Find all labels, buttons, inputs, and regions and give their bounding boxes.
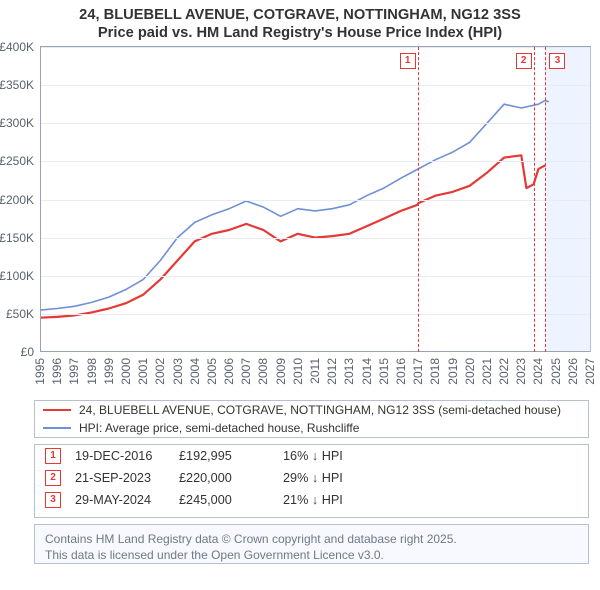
attribution-line-1: Contains HM Land Registry data © Crown c…	[45, 531, 578, 547]
transaction-price: £220,000	[179, 471, 269, 485]
x-tick-label: 2022	[497, 358, 511, 385]
x-tick-label: 2016	[394, 358, 408, 385]
legend-label: HPI: Average price, semi-detached house,…	[79, 421, 359, 435]
transaction-row: 3 29-MAY-2024 £245,000 21% ↓ HPI	[35, 489, 588, 511]
x-tick-label: 2023	[514, 358, 528, 385]
transaction-delta: 21% ↓ HPI	[283, 493, 373, 507]
transactions-table: 1 19-DEC-2016 £192,995 16% ↓ HPI 2 21-SEP-202…	[34, 444, 589, 518]
y-tick-label: £0	[21, 345, 34, 359]
x-tick-label: 2004	[188, 358, 202, 385]
x-tick-label: 2019	[446, 358, 460, 385]
gridline	[40, 47, 590, 48]
transaction-marker-line	[418, 47, 419, 352]
x-tick-label: 2018	[428, 358, 442, 385]
x-tick-label: 2008	[256, 358, 270, 385]
y-axis	[40, 47, 41, 352]
x-tick-label: 2024	[531, 358, 545, 385]
legend-row: 24, BLUEBELL AVENUE, COTGRAVE, NOTTINGHA…	[35, 401, 588, 419]
x-tick-label: 2013	[342, 358, 356, 385]
gridline	[40, 314, 590, 315]
x-tick-label: 2010	[291, 358, 305, 385]
gridline	[40, 161, 590, 162]
transaction-marker-icon: 1	[45, 448, 61, 464]
x-tick-label: 2025	[549, 358, 563, 385]
transaction-marker-line	[534, 47, 535, 352]
x-tick-label: 2017	[411, 358, 425, 385]
title-line-1: 24, BLUEBELL AVENUE, COTGRAVE, NOTTINGHA…	[0, 6, 600, 24]
title-line-2: Price paid vs. HM Land Registry's House …	[0, 24, 600, 42]
y-tick-label: £250K	[0, 154, 34, 168]
transaction-marker-label: 3	[549, 53, 565, 69]
x-tick-label: 2009	[274, 358, 288, 385]
attribution: Contains HM Land Registry data © Crown c…	[34, 524, 589, 564]
transaction-marker-label: 2	[516, 53, 532, 69]
x-tick-label: 1995	[33, 358, 47, 385]
transaction-date: 29-MAY-2024	[75, 493, 165, 507]
transaction-marker-icon: 3	[45, 492, 61, 508]
x-tick-label: 1997	[67, 358, 81, 385]
x-tick-label: 1998	[85, 358, 99, 385]
transaction-delta: 16% ↓ HPI	[283, 449, 373, 463]
x-axis	[40, 351, 590, 352]
x-tick-label: 2020	[463, 358, 477, 385]
transaction-date: 21-SEP-2023	[75, 471, 165, 485]
transaction-marker-icon: 2	[45, 470, 61, 486]
legend-swatch	[43, 409, 71, 411]
x-tick-label: 2015	[377, 358, 391, 385]
legend-swatch	[43, 427, 71, 429]
legend-label: 24, BLUEBELL AVENUE, COTGRAVE, NOTTINGHA…	[79, 403, 561, 417]
transaction-marker-line	[545, 47, 546, 352]
x-tick-label: 2027	[583, 358, 597, 385]
transaction-row: 1 19-DEC-2016 £192,995 16% ↓ HPI	[35, 445, 588, 467]
plot-area: £0£50K£100K£150K£200K£250K£300K£350K£400…	[40, 46, 591, 352]
gridline	[40, 123, 590, 124]
chart-container: 24, BLUEBELL AVENUE, COTGRAVE, NOTTINGHA…	[0, 0, 600, 590]
x-tick-label: 2001	[136, 358, 150, 385]
y-tick-label: £200K	[0, 193, 34, 207]
x-tick-label: 2006	[222, 358, 236, 385]
x-tick-label: 2007	[239, 358, 253, 385]
x-tick-label: 2000	[119, 358, 133, 385]
transaction-date: 19-DEC-2016	[75, 449, 165, 463]
gridline	[40, 200, 590, 201]
x-tick-label: 2003	[171, 358, 185, 385]
transaction-marker-label: 1	[400, 53, 416, 69]
y-tick-label: £400K	[0, 40, 34, 54]
x-tick-label: 1999	[102, 358, 116, 385]
legend-row: HPI: Average price, semi-detached house,…	[35, 419, 588, 437]
x-tick-label: 2014	[360, 358, 374, 385]
transaction-delta: 29% ↓ HPI	[283, 471, 373, 485]
transaction-price: £245,000	[179, 493, 269, 507]
legend: 24, BLUEBELL AVENUE, COTGRAVE, NOTTINGHA…	[34, 400, 589, 438]
attribution-line-2: This data is licensed under the Open Gov…	[45, 547, 578, 563]
y-tick-label: £350K	[0, 78, 34, 92]
y-tick-label: £150K	[0, 231, 34, 245]
gridline	[40, 238, 590, 239]
x-tick-label: 1996	[50, 358, 64, 385]
x-tick-label: 2021	[480, 358, 494, 385]
gridline	[40, 276, 590, 277]
x-tick-label: 2005	[205, 358, 219, 385]
x-tick-label: 2002	[153, 358, 167, 385]
x-tick-label: 2026	[566, 358, 580, 385]
x-tick-label: 2012	[325, 358, 339, 385]
gridline	[40, 85, 590, 86]
y-tick-label: £100K	[0, 269, 34, 283]
y-tick-label: £50K	[6, 307, 34, 321]
chart-title: 24, BLUEBELL AVENUE, COTGRAVE, NOTTINGHA…	[0, 0, 600, 43]
y-tick-label: £300K	[0, 116, 34, 130]
x-tick-label: 2011	[308, 358, 322, 384]
series-hpi	[40, 100, 549, 310]
transaction-row: 2 21-SEP-2023 £220,000 29% ↓ HPI	[35, 467, 588, 489]
transaction-price: £192,995	[179, 449, 269, 463]
